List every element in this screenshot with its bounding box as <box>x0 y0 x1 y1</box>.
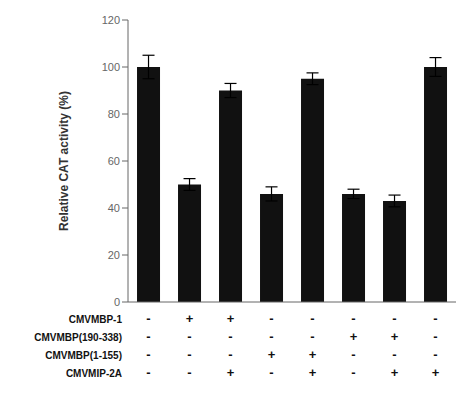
svg-text:-: - <box>228 329 232 344</box>
svg-text:40: 40 <box>108 202 120 214</box>
svg-text:+: + <box>268 347 276 362</box>
svg-text:-: - <box>269 329 273 344</box>
svg-text:-: - <box>269 365 273 380</box>
svg-text:-: - <box>392 347 396 362</box>
svg-text:-: - <box>146 347 150 362</box>
svg-text:CMVMBP(190-338): CMVMBP(190-338) <box>34 332 122 343</box>
svg-text:-: - <box>433 347 437 362</box>
svg-text:-: - <box>146 365 150 380</box>
svg-text:CMVMIP-2A: CMVMIP-2A <box>66 368 122 379</box>
svg-text:20: 20 <box>108 249 120 261</box>
svg-text:-: - <box>146 311 150 326</box>
svg-text:-: - <box>310 329 314 344</box>
svg-text:+: + <box>432 365 440 380</box>
svg-text:80: 80 <box>108 108 120 120</box>
svg-text:-: - <box>228 347 232 362</box>
svg-text:+: + <box>227 365 235 380</box>
svg-text:120: 120 <box>102 14 120 26</box>
svg-text:-: - <box>433 311 437 326</box>
svg-text:+: + <box>391 365 399 380</box>
svg-text:-: - <box>187 329 191 344</box>
svg-text:-: - <box>351 311 355 326</box>
svg-text:+: + <box>186 311 194 326</box>
svg-text:+: + <box>391 329 399 344</box>
svg-text:-: - <box>351 365 355 380</box>
svg-text:+: + <box>309 365 317 380</box>
svg-text:+: + <box>309 347 317 362</box>
svg-text:-: - <box>392 311 396 326</box>
svg-text:-: - <box>310 311 314 326</box>
svg-text:60: 60 <box>108 155 120 167</box>
svg-text:CMVMBP-1: CMVMBP-1 <box>69 314 123 325</box>
svg-text:+: + <box>350 329 358 344</box>
svg-text:-: - <box>351 347 355 362</box>
svg-text:-: - <box>187 347 191 362</box>
svg-text:-: - <box>146 329 150 344</box>
svg-text:-: - <box>433 329 437 344</box>
svg-text:+: + <box>227 311 235 326</box>
svg-text:-: - <box>187 365 191 380</box>
svg-text:Relative CAT activity (%): Relative CAT activity (%) <box>57 91 71 231</box>
svg-text:-: - <box>269 311 273 326</box>
svg-text:CMVMBP(1-155): CMVMBP(1-155) <box>45 350 122 361</box>
svg-text:100: 100 <box>102 61 120 73</box>
svg-text:0: 0 <box>114 296 120 308</box>
